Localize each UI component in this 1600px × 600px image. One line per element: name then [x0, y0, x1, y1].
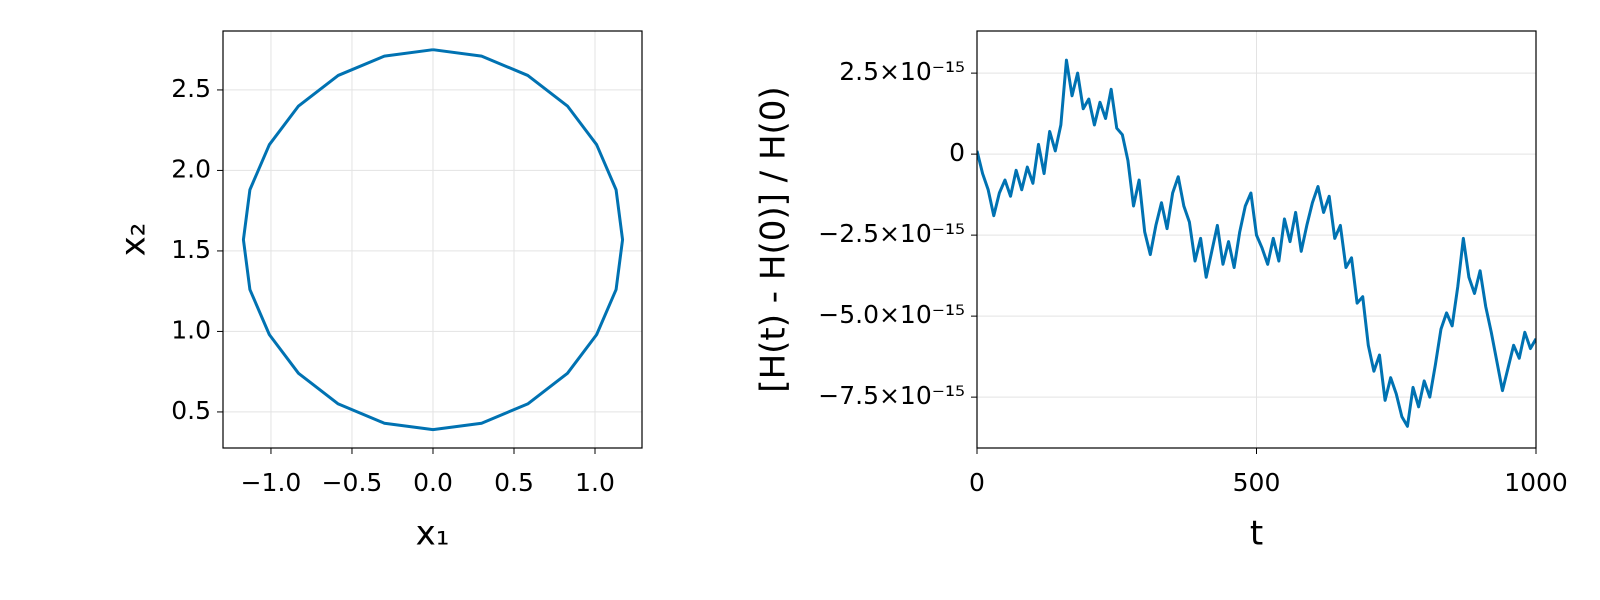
y-tick-label: −2.5×10⁻¹⁵: [818, 219, 965, 248]
y-tick-label: −7.5×10⁻¹⁵: [818, 381, 965, 410]
y-tick-label: 1.0: [171, 315, 211, 344]
x-tick-label: 0.0: [413, 468, 453, 497]
x-tick-label: −1.0: [241, 468, 302, 497]
x-tick-label: 1.0: [575, 468, 615, 497]
x-tick-label: 0.5: [494, 468, 534, 497]
y-tick-label: 0.5: [171, 396, 211, 425]
y-axis-label: [H(t) - H(0)] / H(0): [754, 86, 794, 392]
data-line: [977, 58, 1536, 428]
data-line: [241, 48, 625, 432]
x-tick-label: 500: [1233, 468, 1281, 497]
y-axis-label: x₂: [114, 223, 154, 257]
plot-frame: [222, 30, 643, 449]
x-tick-label: 0: [969, 468, 985, 497]
x-axis-label: t: [1250, 514, 1263, 554]
x-tick-label: 1000: [1504, 468, 1568, 497]
y-tick-label: 0: [949, 138, 965, 167]
x-tick-label: −0.5: [322, 468, 383, 497]
y-tick-label: 2.5×10⁻¹⁵: [839, 57, 965, 86]
y-tick-label: 2.5: [171, 74, 211, 103]
y-tick-label: −5.0×10⁻¹⁵: [818, 300, 965, 329]
y-tick-label: 1.5: [171, 235, 211, 264]
plot-frame: [976, 30, 1537, 449]
x-axis-label: x₁: [416, 514, 450, 554]
y-tick-label: 2.0: [171, 154, 211, 183]
